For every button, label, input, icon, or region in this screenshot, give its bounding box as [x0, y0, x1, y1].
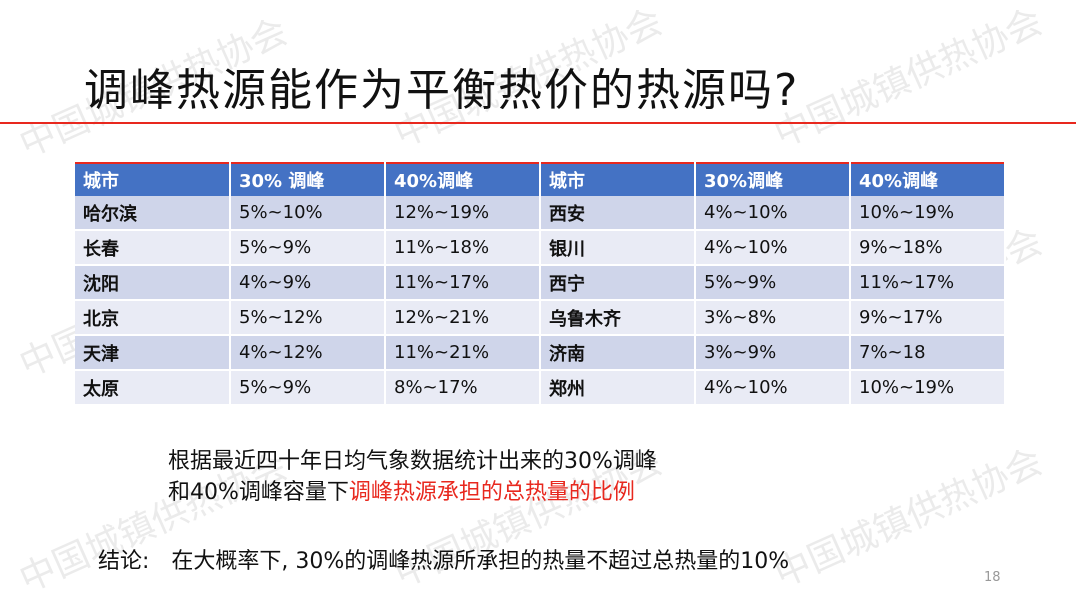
- table-row: 太原 5%~9% 8%~17% 郑州 4%~10% 10%~19%: [75, 370, 1006, 406]
- watermark: 中国城镇供热协会: [768, 441, 1049, 596]
- value-cell: 9%~18%: [850, 230, 1006, 266]
- table-note: 根据最近四十年日均气象数据统计出来的30%调峰 和40%调峰容量下调峰热源承担的…: [168, 446, 657, 508]
- note-highlight: 调峰热源承担的总热量的比例: [348, 480, 635, 505]
- header-city: 城市: [75, 162, 231, 196]
- value-cell: 5%~10%: [230, 196, 386, 231]
- city-cell: 北京: [75, 300, 231, 336]
- city-cell: 天津: [75, 335, 231, 371]
- value-cell: 12%~19%: [385, 196, 541, 231]
- city-cell: 郑州: [539, 370, 696, 406]
- city-cell: 乌鲁木齐: [539, 300, 696, 336]
- value-cell: 10%~19%: [850, 196, 1006, 231]
- header-city: 城市: [539, 162, 696, 196]
- value-cell: 4%~12%: [230, 335, 386, 371]
- value-cell: 10%~19%: [850, 370, 1006, 406]
- city-cell: 太原: [75, 370, 231, 406]
- value-cell: 7%~18: [850, 335, 1006, 371]
- value-cell: 3%~8%: [695, 300, 851, 336]
- value-cell: 4%~9%: [230, 265, 386, 301]
- table-row: 哈尔滨 5%~10% 12%~19% 西安 4%~10% 10%~19%: [75, 196, 1006, 231]
- table-header-row: 城市 30% 调峰 40%调峰 城市 30%调峰 40%调峰: [75, 162, 1006, 196]
- table-row: 天津 4%~12% 11%~21% 济南 3%~9% 7%~18: [75, 335, 1006, 371]
- note-line-2-prefix: 和40%调峰容量下: [168, 480, 349, 505]
- header-30-peak: 30%调峰: [695, 162, 851, 196]
- value-cell: 5%~9%: [695, 265, 851, 301]
- page-number: 18: [984, 570, 1001, 585]
- city-cell: 长春: [75, 230, 231, 266]
- conclusion: 结论: 在大概率下, 30%的调峰热源所承担的热量不超过总热量的10%: [98, 543, 789, 575]
- city-cell: 西宁: [539, 265, 696, 301]
- table-row: 长春 5%~9% 11%~18% 银川 4%~10% 9%~18%: [75, 230, 1006, 266]
- value-cell: 5%~9%: [230, 370, 386, 406]
- city-cell: 济南: [539, 335, 696, 371]
- value-cell: 11%~18%: [385, 230, 541, 266]
- city-cell: 哈尔滨: [75, 196, 231, 231]
- value-cell: 9%~17%: [850, 300, 1006, 336]
- value-cell: 3%~9%: [695, 335, 851, 371]
- watermark: 中国城镇供热协会: [768, 1, 1049, 156]
- conclusion-label: 结论:: [98, 549, 150, 574]
- header-40-peak: 40%调峰: [385, 162, 541, 196]
- city-cell: 银川: [539, 230, 696, 266]
- value-cell: 5%~9%: [230, 230, 386, 266]
- city-cell: 西安: [539, 196, 696, 231]
- value-cell: 5%~12%: [230, 300, 386, 336]
- city-cell: 沈阳: [75, 265, 231, 301]
- peak-shaving-table: 城市 30% 调峰 40%调峰 城市 30%调峰 40%调峰 哈尔滨 5%~10…: [75, 162, 1006, 406]
- note-line-1: 根据最近四十年日均气象数据统计出来的30%调峰: [168, 449, 657, 474]
- conclusion-text: 在大概率下, 30%的调峰热源所承担的热量不超过总热量的10%: [171, 549, 790, 574]
- value-cell: 4%~10%: [695, 230, 851, 266]
- value-cell: 4%~10%: [695, 370, 851, 406]
- value-cell: 11%~17%: [385, 265, 541, 301]
- value-cell: 8%~17%: [385, 370, 541, 406]
- value-cell: 12%~21%: [385, 300, 541, 336]
- table-row: 北京 5%~12% 12%~21% 乌鲁木齐 3%~8% 9%~17%: [75, 300, 1006, 336]
- title-divider: [0, 122, 1076, 124]
- value-cell: 11%~17%: [850, 265, 1006, 301]
- header-40-peak: 40%调峰: [850, 162, 1006, 196]
- slide-title: 调峰热源能作为平衡热价的热源吗?: [84, 65, 800, 116]
- header-30-peak: 30% 调峰: [230, 162, 386, 196]
- note-line-2: 和40%调峰容量下调峰热源承担的总热量的比例: [168, 477, 657, 508]
- value-cell: 11%~21%: [385, 335, 541, 371]
- value-cell: 4%~10%: [695, 196, 851, 231]
- table-row: 沈阳 4%~9% 11%~17% 西宁 5%~9% 11%~17%: [75, 265, 1006, 301]
